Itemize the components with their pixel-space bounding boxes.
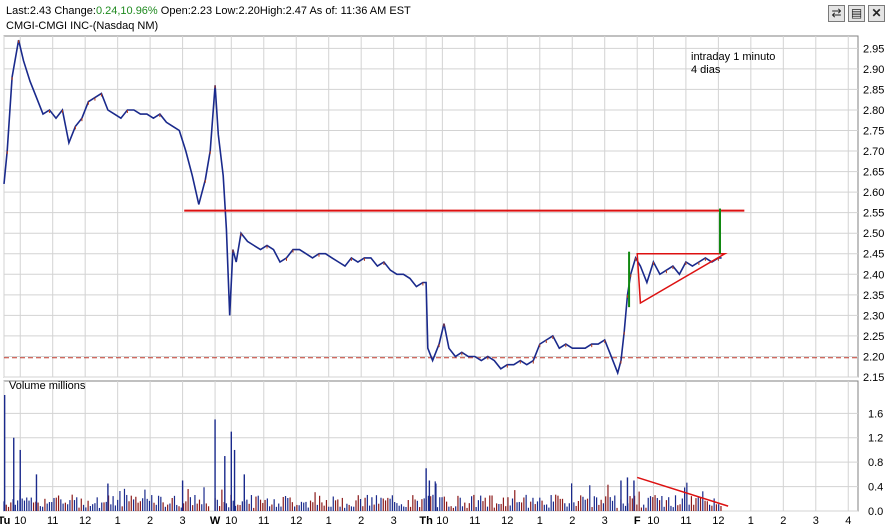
- low-label: Low:: [215, 5, 239, 17]
- symbol-line: CMGI-CMGI INC-(Nasdaq NM): [6, 20, 159, 32]
- volume-tick-label: 1.6: [868, 408, 883, 420]
- close-icon: ✕: [871, 6, 882, 20]
- price-tick-label: 2.90: [863, 64, 884, 76]
- triangle-pattern: [636, 252, 728, 305]
- price-tick-label: 2.80: [863, 105, 884, 117]
- time-tick-label: 2: [358, 515, 364, 527]
- time-tick-label: F: [634, 515, 641, 527]
- time-tick-label: 10: [225, 515, 237, 527]
- open-label: Open:: [160, 5, 191, 17]
- time-tick-label: 1: [537, 515, 543, 527]
- price-tick-label: 2.30: [863, 310, 884, 322]
- interval-legend: intraday 1 minuto 4 dias: [691, 51, 775, 77]
- volume-tick-label: 0.4: [868, 482, 883, 494]
- time-tick-label: 2: [780, 515, 786, 527]
- time-tick-label: 12: [501, 515, 513, 527]
- volume-trend-line: [636, 476, 729, 507]
- time-tick-label: 12: [79, 515, 91, 527]
- time-tick-label: 12: [290, 515, 302, 527]
- time-tick-label: 1: [326, 515, 332, 527]
- volume-tick-label: 1.2: [868, 433, 883, 445]
- time-tick-label: 10: [14, 515, 26, 527]
- time-tick-label: 10: [436, 515, 448, 527]
- time-tick-label: 11: [47, 515, 58, 527]
- quote-header: Last:2.43 Change:0.24,10.96% Open:2.23 L…: [6, 5, 411, 18]
- time-tick-label: Tu: [0, 515, 10, 527]
- volume-panel: [3, 380, 859, 512]
- price-line: [3, 39, 722, 376]
- price-tick-label: 2.60: [863, 187, 884, 199]
- volume-tick-label: 0.0: [868, 506, 883, 518]
- refresh-button[interactable]: ⇄: [828, 5, 845, 22]
- price-tick-label: 2.70: [863, 146, 884, 158]
- price-tick-label: 2.25: [863, 331, 884, 343]
- price-tick-label: 2.50: [863, 228, 884, 240]
- high-label: High:: [259, 5, 286, 17]
- time-tick-label: 3: [602, 515, 608, 527]
- time-tick-label: Th: [419, 515, 433, 527]
- price-tick-label: 2.40: [863, 269, 884, 281]
- time-tick-label: 11: [258, 515, 269, 527]
- print-icon: ▤: [850, 6, 863, 20]
- change-value: 0.24,10.96%: [95, 5, 158, 17]
- price-tick-label: 2.15: [863, 372, 884, 384]
- price-panel: [3, 35, 859, 378]
- price-tick-label: 2.95: [863, 43, 884, 55]
- refresh-icon: ⇄: [831, 6, 842, 20]
- time-tick-label: 11: [469, 515, 480, 527]
- price-tick-label: 2.20: [863, 351, 884, 363]
- price-tick-label: 2.55: [863, 208, 884, 220]
- time-tick-label: 2: [569, 515, 575, 527]
- last-value: 2.43: [29, 5, 52, 17]
- change-label: Change:: [54, 5, 96, 17]
- time-tick-label: W: [210, 515, 221, 527]
- time-tick-label: 10: [647, 515, 659, 527]
- close-button[interactable]: ✕: [868, 5, 885, 22]
- print-button[interactable]: ▤: [848, 5, 865, 22]
- price-tick-label: 2.45: [863, 249, 884, 261]
- volume-panel-title: Volume millions: [9, 380, 86, 392]
- time-tick-label: 2: [147, 515, 153, 527]
- time-tick-label: 4: [845, 515, 851, 527]
- time-tick-label: 12: [712, 515, 724, 527]
- price-tick-label: 2.85: [863, 84, 884, 96]
- volume-tick-label: 0.8: [868, 457, 883, 469]
- time-tick-label: 3: [813, 515, 819, 527]
- last-label: Last:: [6, 5, 30, 17]
- as-of-time: As of: 11:36 AM EST: [309, 5, 411, 17]
- time-tick-label: 1: [748, 515, 754, 527]
- time-tick-label: 3: [180, 515, 186, 527]
- time-tick-label: 3: [391, 515, 397, 527]
- open-value: 2.23: [190, 5, 213, 17]
- high-value: 2.47: [285, 5, 308, 17]
- price-tick-label: 2.75: [863, 125, 884, 137]
- interval-legend-line1: intraday 1 minuto: [691, 51, 776, 63]
- interval-legend-line2: 4 dias: [691, 64, 721, 76]
- low-value: 2.20: [238, 5, 260, 17]
- price-tick-label: 2.35: [863, 290, 884, 302]
- time-tick-label: 11: [680, 515, 691, 527]
- price-tick-label: 2.65: [863, 167, 884, 179]
- time-tick-label: 1: [115, 515, 121, 527]
